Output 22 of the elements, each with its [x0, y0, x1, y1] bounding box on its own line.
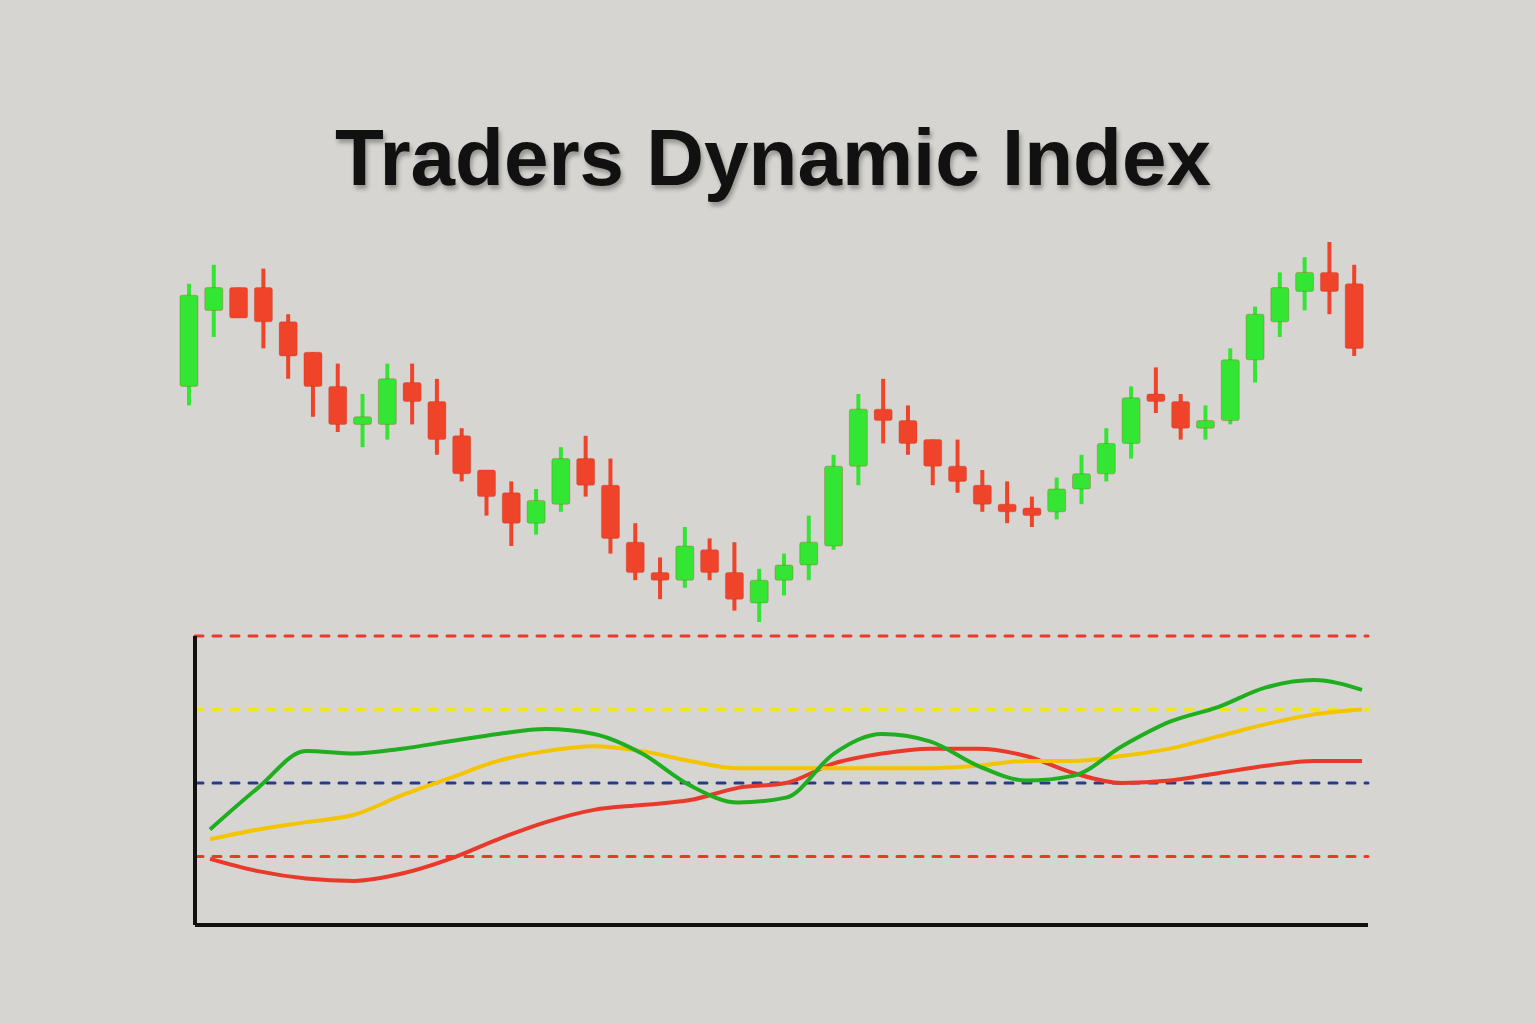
candlestick: [1295, 257, 1315, 311]
candlestick: [799, 515, 819, 581]
candlestick: [204, 264, 224, 337]
candlestick: [774, 553, 794, 596]
candlestick: [1022, 496, 1042, 527]
candlestick: [997, 481, 1017, 524]
candlestick: [1146, 367, 1166, 413]
candlestick: [948, 439, 968, 493]
candlestick: [1319, 242, 1339, 315]
candlestick: [898, 405, 918, 455]
candlestick: [402, 363, 422, 425]
candlestick: [700, 538, 720, 581]
candlestick: [650, 557, 670, 600]
candlestick: [353, 394, 373, 448]
candlestick: [1047, 477, 1067, 520]
candlestick: [526, 489, 546, 535]
candlestick: [873, 378, 893, 444]
candlestick: [1195, 405, 1215, 440]
candlestick: [749, 568, 769, 622]
candlestick: [1072, 454, 1091, 505]
chart-title: Traders Dynamic Index: [334, 112, 1212, 204]
candlestick: [972, 470, 992, 512]
